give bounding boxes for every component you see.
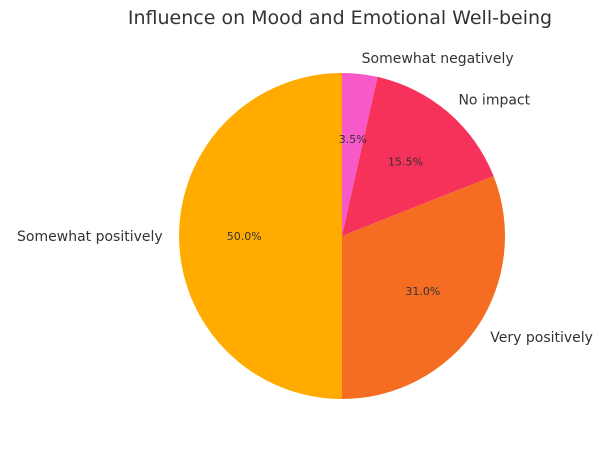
pct-label-very-positively: 31.0% xyxy=(405,285,440,298)
slice-label-very-positively: Very positively xyxy=(490,330,593,346)
pct-label-no-impact: 15.5% xyxy=(388,156,423,169)
pie-slice-very-positively xyxy=(342,175,505,399)
pct-label-somewhat-negatively: 3.5% xyxy=(339,133,367,146)
slice-label-somewhat-positively: Somewhat positively xyxy=(17,229,163,245)
pie-slice-somewhat-positively xyxy=(179,73,342,399)
slice-label-no-impact: No impact xyxy=(458,93,530,109)
pie-slice-somewhat-negatively xyxy=(342,73,378,236)
pie-slice-no-impact xyxy=(342,76,494,236)
slice-label-somewhat-negatively: Somewhat negatively xyxy=(362,51,514,67)
chart-title: Influence on Mood and Emotional Well-bei… xyxy=(128,7,552,29)
slice-labels: Somewhat negatively 3.5% No impact 15.5% Ver… xyxy=(17,51,593,346)
pie-slices xyxy=(179,73,505,399)
pct-label-somewhat-positively: 50.0% xyxy=(227,230,262,243)
